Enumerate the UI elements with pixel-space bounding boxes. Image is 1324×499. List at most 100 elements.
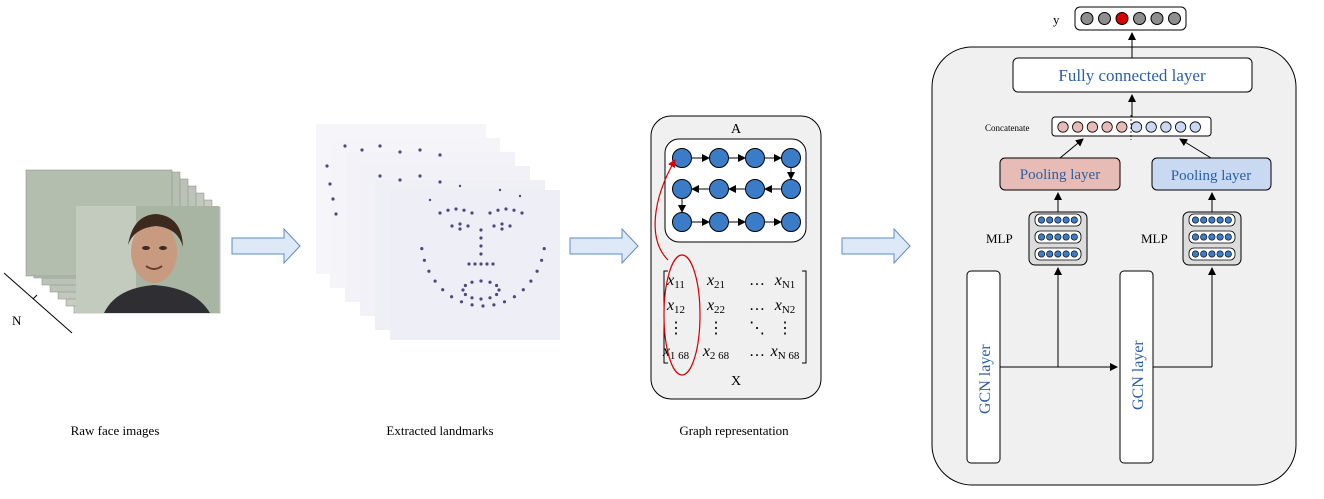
fully-connected-label: Fully connected layer: [1058, 66, 1206, 85]
mlp-node: [1216, 233, 1224, 241]
mlp-left-nodes: [1034, 213, 1082, 261]
landmark-dot: [331, 197, 335, 201]
stack-count-indicator: N: [3, 272, 73, 334]
mlp-node: [1192, 216, 1200, 224]
mlp-node: [1054, 250, 1062, 258]
mlp-left-label: MLP: [986, 231, 1013, 246]
concatenate-node: [1160, 121, 1172, 133]
mlp-node: [1070, 250, 1078, 258]
landmark-dot: [427, 269, 431, 273]
face-photo: [76, 206, 219, 313]
gcn-left-label: GCN layer: [977, 344, 994, 414]
landmark-dot: [540, 258, 544, 262]
output-node: [1133, 12, 1146, 25]
output-node: [1080, 12, 1094, 25]
matrix-cell: xN2: [774, 297, 796, 316]
mlp-right-label: MLP: [1141, 231, 1168, 246]
landmark-dot: [495, 292, 499, 297]
matrix-cell: ⋮: [668, 320, 684, 337]
landmark-dot: [458, 227, 462, 231]
landmark-dot: [446, 208, 450, 212]
landmark-dot: [470, 303, 474, 307]
graph-node: [781, 212, 801, 232]
landmark-dot: [479, 262, 483, 266]
output-node: [1150, 12, 1164, 25]
matrix-cell: x21: [706, 272, 725, 291]
landmark-dot: [479, 236, 483, 240]
mlp-node: [1216, 250, 1224, 258]
mlp-node: [1046, 216, 1054, 224]
concatenate-node: [1175, 121, 1187, 133]
concatenate-node: [1072, 121, 1084, 133]
pooling-layer-right: [1151, 157, 1272, 191]
concatenate-node: [1189, 121, 1201, 133]
landmark-dot: [466, 224, 470, 228]
landmark-dot: [481, 304, 485, 308]
mlp-node: [1208, 233, 1216, 241]
matrix-cell: ⋮: [777, 320, 793, 337]
adjacency-label: A: [731, 122, 742, 137]
landmark-dot: [470, 211, 474, 215]
feature-label: X: [731, 374, 741, 389]
landmark-dot: [491, 262, 495, 266]
mlp-node: [1046, 233, 1054, 241]
matrix-cell: …: [749, 272, 765, 289]
matrix-cell: xN1: [774, 272, 796, 291]
landmark-dot: [512, 295, 517, 299]
matrix-cell: …: [749, 297, 765, 314]
mlp-node: [1062, 233, 1070, 241]
landmark-dot: [529, 279, 533, 283]
landmark-dot: [479, 252, 483, 256]
graph-panel: A x11 x21 … xN1 x12 x22 … xN2 ⋮ ⋮ ⋱ ⋮ x1 68 x2 68 … xN …: [650, 115, 822, 400]
mlp-node: [1192, 233, 1200, 241]
concatenate-nodes: [1057, 121, 1201, 133]
stack-count-label: N: [12, 313, 22, 328]
network-connections: [1000, 32, 1216, 371]
pooling-right-label: Pooling layer: [1171, 168, 1251, 184]
landmark-dot: [504, 207, 508, 211]
mlp-node: [1224, 216, 1232, 224]
graph-node: [709, 179, 729, 199]
mlp-node: [1192, 250, 1200, 258]
matrix-cell: x12: [666, 297, 685, 316]
concatenate-node: [1101, 121, 1113, 133]
matrix-cell: xN 68: [770, 343, 800, 362]
mlp-node: [1038, 233, 1046, 241]
landmark-dot: [433, 279, 437, 283]
mlp-node: [1054, 233, 1062, 241]
concatenate-node: [1145, 121, 1157, 133]
caption-graph: Graph representation: [679, 423, 789, 438]
mlp-node: [1216, 216, 1224, 224]
mlp-node: [1046, 250, 1054, 258]
output-node: [1168, 12, 1181, 25]
landmark-dot: [508, 224, 512, 228]
concatenate-label: Concatenate: [985, 123, 1029, 133]
network-panel: y Fully connected layer Concatenate Pool…: [931, 6, 1297, 486]
landmark-dot: [470, 280, 474, 284]
mlp-right-nodes: [1188, 213, 1236, 261]
graph-node: [672, 179, 692, 199]
highlight-arrow: [654, 159, 676, 261]
landmark-dot: [479, 244, 483, 248]
mlp-node: [1070, 216, 1078, 224]
mlp-node: [1200, 233, 1208, 241]
landmark-stack: [316, 124, 560, 340]
graph-node: [781, 179, 801, 199]
graph-nodes: [672, 148, 801, 232]
landmark-dot: [518, 194, 522, 198]
mlp-node: [1224, 250, 1232, 258]
matrix-cell: …: [749, 343, 765, 360]
landmark-dot: [418, 148, 422, 152]
output-label: y: [1053, 12, 1060, 27]
pooling-left-label: Pooling layer: [1020, 167, 1100, 183]
graph-node: [709, 212, 729, 232]
landmark-dot: [492, 224, 496, 228]
output-node: [1098, 12, 1111, 25]
landmark-dot: [343, 144, 347, 148]
landmark-dot: [438, 180, 442, 184]
concatenate-node: [1130, 121, 1143, 133]
landmark-dot: [458, 222, 462, 226]
graph-edges: [678, 154, 795, 226]
graph-node: [745, 148, 765, 168]
graph-node: [781, 148, 801, 168]
